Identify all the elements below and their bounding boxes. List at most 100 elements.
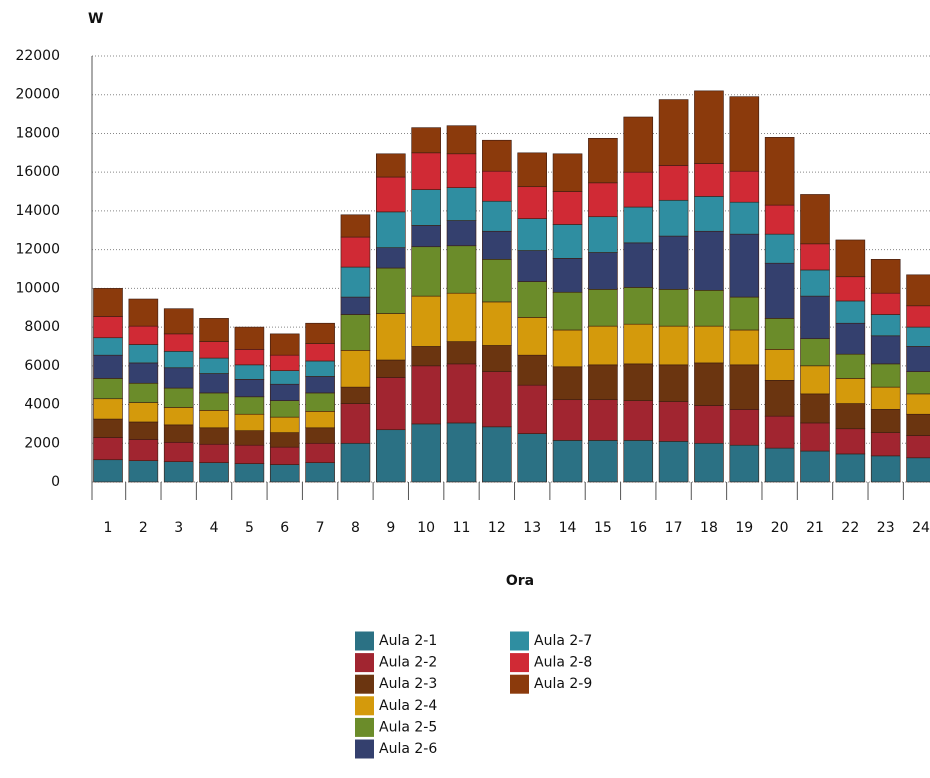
- bar-segment: [305, 462, 335, 483]
- bar-segment: [729, 296, 760, 331]
- bar-segment: [128, 344, 159, 364]
- legend-label: Aula 2-2: [379, 655, 437, 671]
- bar-segment: [446, 245, 477, 294]
- bar-segment: [269, 354, 300, 371]
- bar-segment: [411, 346, 441, 367]
- bar-segment: [269, 432, 300, 448]
- bar-segment: [588, 399, 618, 441]
- bar-segment: [906, 371, 930, 395]
- bar-segment: [658, 99, 689, 166]
- bar-segment: [835, 428, 866, 455]
- bar-segment: [517, 218, 548, 251]
- x-tick-label: 9: [386, 520, 395, 536]
- bar-segment: [163, 333, 194, 352]
- bar-segment: [482, 200, 512, 232]
- bar-segment: [694, 442, 724, 483]
- bar-segment: [658, 364, 689, 402]
- bar-segment: [694, 405, 724, 444]
- legend-swatch: [355, 631, 374, 651]
- bar-segment: [305, 427, 335, 444]
- bar-segment: [446, 153, 477, 188]
- bar-segment: [588, 364, 618, 401]
- bar-segment: [588, 440, 618, 483]
- bar-segment: [234, 413, 265, 431]
- bar-segment: [729, 444, 760, 483]
- bar-segment: [694, 230, 724, 291]
- bar-segment: [870, 292, 901, 315]
- bar-segment: [800, 269, 830, 297]
- bar-segment: [93, 437, 123, 461]
- bar-segment: [199, 341, 229, 359]
- bar-segment: [764, 262, 795, 319]
- bar-segment: [870, 455, 901, 483]
- bar-segment: [588, 182, 618, 218]
- x-tick-label: 7: [316, 520, 325, 536]
- bar-segment: [305, 376, 335, 394]
- bar-segment: [340, 386, 371, 404]
- y-tick-label: 14000: [15, 203, 60, 219]
- x-tick-label: 16: [629, 520, 647, 536]
- bar-segment: [906, 393, 930, 415]
- bar-segment: [93, 316, 123, 339]
- bar-segment: [446, 422, 477, 483]
- x-tick-label: 12: [488, 520, 506, 536]
- bar-segment: [552, 258, 583, 293]
- bar-segment: [340, 296, 371, 315]
- bar-segment: [411, 365, 441, 425]
- bar-segment: [128, 402, 159, 423]
- bar-segment: [446, 363, 477, 424]
- bar-segment: [234, 379, 265, 398]
- bar-segment: [658, 441, 689, 483]
- bar-segment: [234, 463, 265, 483]
- bar-segment: [870, 314, 901, 337]
- bar-segment: [729, 201, 760, 235]
- bar-segment: [517, 354, 548, 386]
- bar-segment: [446, 125, 477, 155]
- bar-segment: [375, 247, 406, 269]
- bar-segment: [800, 365, 830, 395]
- bar-segment: [340, 236, 371, 268]
- x-tick-label: 21: [806, 520, 824, 536]
- x-tick-label: 15: [594, 520, 612, 536]
- bar-segment: [375, 267, 406, 314]
- legend-swatch: [355, 739, 374, 759]
- y-tick-label: 10000: [15, 280, 60, 296]
- x-tick-label: 11: [453, 520, 471, 536]
- bar-segment: [623, 242, 654, 288]
- x-tick-label: 23: [877, 520, 895, 536]
- bar-segment: [552, 366, 583, 401]
- bar-segment: [269, 400, 300, 418]
- bar-segment: [552, 440, 583, 483]
- bar-segment: [588, 289, 618, 327]
- y-tick-label: 12000: [15, 242, 60, 258]
- bar-segment: [340, 350, 371, 388]
- bar-segment: [800, 422, 830, 452]
- bar-segment: [199, 427, 229, 445]
- x-tick-label: 20: [771, 520, 789, 536]
- bar-segment: [906, 413, 930, 436]
- bar-segment: [623, 287, 654, 325]
- bar-segment: [870, 335, 901, 365]
- bar-segment: [411, 152, 441, 190]
- bar-segment: [588, 137, 618, 184]
- bar-segment: [269, 416, 300, 433]
- bar-segment: [340, 214, 371, 238]
- y-tick-label: 22000: [15, 48, 60, 64]
- bar-segment: [269, 464, 300, 483]
- x-tick-label: 13: [523, 520, 541, 536]
- bar-segment: [163, 442, 194, 462]
- bar-segment: [729, 364, 760, 410]
- bar-segment: [658, 325, 689, 366]
- bar-segment: [163, 350, 194, 369]
- legend-label: Aula 2-3: [379, 676, 437, 692]
- bar-segment: [870, 409, 901, 433]
- bar-segment: [93, 354, 123, 379]
- y-tick-label: 0: [51, 474, 60, 490]
- bar-segment: [411, 127, 441, 154]
- bar-segment: [835, 378, 866, 404]
- bar-segment: [517, 384, 548, 434]
- bar-segment: [128, 421, 159, 440]
- bar-segment: [482, 230, 512, 260]
- bar-segment: [482, 259, 512, 303]
- bar-segment: [199, 392, 229, 411]
